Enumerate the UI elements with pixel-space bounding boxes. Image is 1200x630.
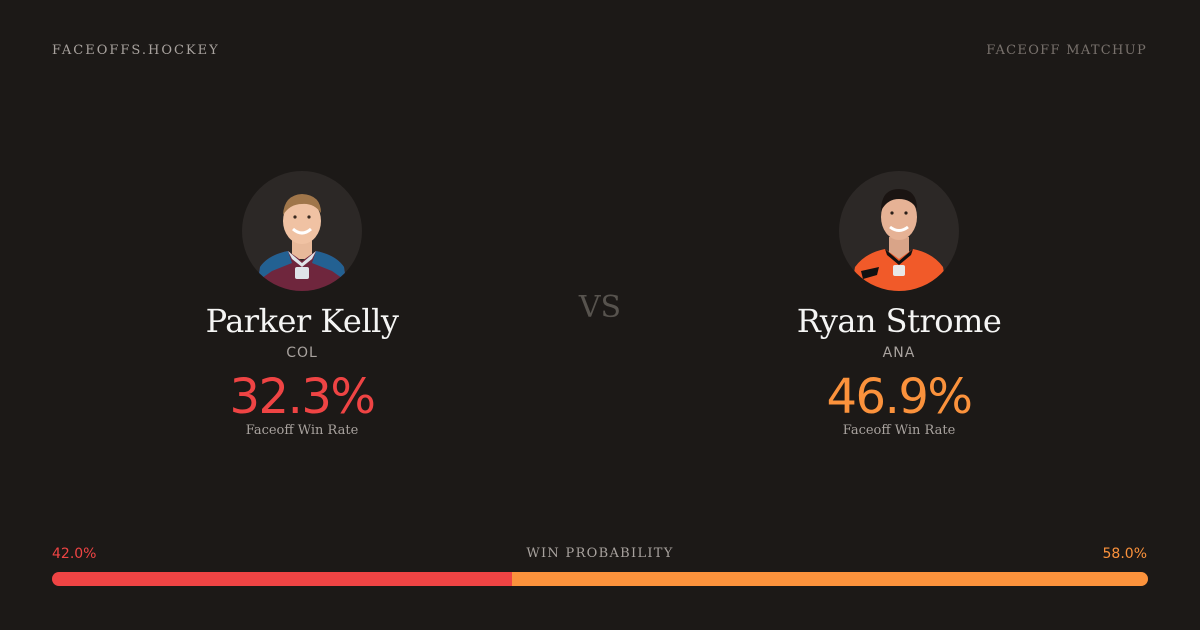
win-probability-bar-right	[512, 572, 1148, 586]
win-probability-left-value: 42.0%	[52, 546, 97, 562]
player-left: Parker Kelly COL 32.3% Faceoff Win Rate	[102, 171, 502, 438]
site-brand[interactable]: FACEOFFS.HOCKEY	[52, 43, 220, 58]
player-right-rate-label: Faceoff Win Rate	[842, 423, 956, 438]
player-right-name[interactable]: Ryan Strome	[796, 302, 1002, 340]
player-left-faceoff-rate: 32.3%	[229, 369, 376, 425]
win-probability-title: WIN PROBABILITY	[526, 546, 674, 561]
player-left-team: COL	[286, 345, 318, 361]
vs-label: VS	[578, 290, 622, 325]
win-probability-right-value: 58.0%	[1102, 546, 1147, 562]
player-left-rate-label: Faceoff Win Rate	[245, 423, 359, 438]
player-right-avatar	[839, 171, 959, 291]
player-right: Ryan Strome ANA 46.9% Faceoff Win Rate	[699, 171, 1099, 438]
win-probability-bar-left	[52, 572, 513, 586]
win-probability-bar	[52, 572, 1148, 586]
player-left-avatar	[242, 171, 362, 291]
player-right-faceoff-rate: 46.9%	[826, 369, 973, 425]
player-right-team: ANA	[882, 345, 916, 361]
page-label: FACEOFF MATCHUP	[986, 43, 1147, 58]
player-left-name[interactable]: Parker Kelly	[205, 302, 399, 340]
